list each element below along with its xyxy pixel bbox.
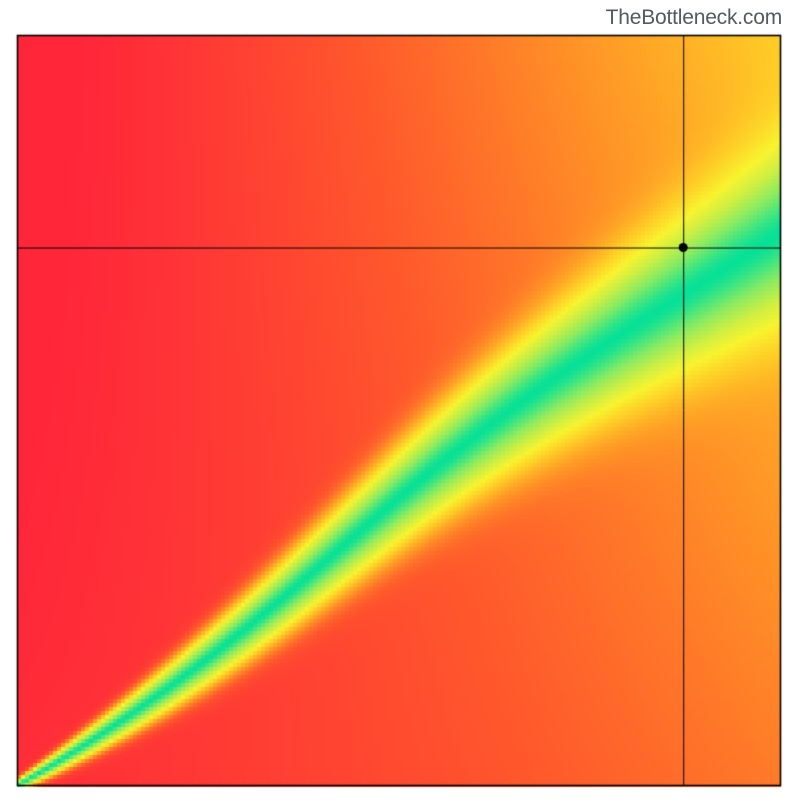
heatmap-chart — [0, 0, 800, 800]
watermark-text: TheBottleneck.com — [606, 6, 782, 30]
